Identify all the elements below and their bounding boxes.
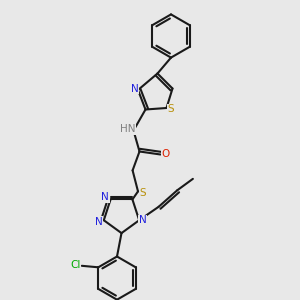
Text: N: N bbox=[94, 217, 102, 227]
Text: S: S bbox=[168, 104, 174, 115]
Text: N: N bbox=[139, 215, 147, 225]
Text: Cl: Cl bbox=[70, 260, 80, 270]
Text: N: N bbox=[101, 192, 109, 202]
Text: S: S bbox=[139, 188, 146, 198]
Text: N: N bbox=[130, 83, 138, 94]
Text: HN: HN bbox=[120, 124, 136, 134]
Text: O: O bbox=[162, 149, 170, 159]
